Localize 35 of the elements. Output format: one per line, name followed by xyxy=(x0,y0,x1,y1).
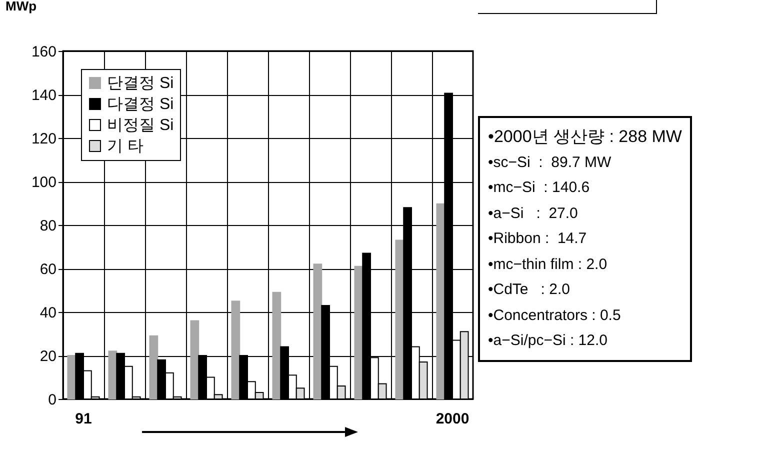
bar xyxy=(436,203,446,400)
text: •a−Si/pc−Si : 12.0 xyxy=(488,331,608,351)
y-tick-label: 20 xyxy=(40,348,56,365)
bar xyxy=(354,266,364,400)
bar xyxy=(190,320,200,400)
text: •mc−thin film : 2.0 xyxy=(488,254,608,274)
legend-label: 다결정 Si xyxy=(107,96,174,113)
text: •a−Si : 27.0 xyxy=(488,204,579,224)
y-tick-label: 120 xyxy=(31,130,56,148)
text: •mc−Si : 140.6 xyxy=(488,178,591,198)
y-tick-label: 140 xyxy=(31,87,56,104)
text: •CdTe : 2.0 xyxy=(488,280,571,300)
legend-label: 비정질 Si xyxy=(107,117,174,134)
y-tick-label: 160 xyxy=(31,44,56,60)
legend-label: 기 타 xyxy=(107,138,144,155)
y-axis-title: MWp xyxy=(6,0,37,14)
bar xyxy=(395,240,404,400)
y-tick-label: 60 xyxy=(40,261,56,278)
bar xyxy=(313,264,322,400)
x-tick-label: 2000 xyxy=(436,410,470,428)
legend-label: 단결정 Si xyxy=(107,75,174,92)
bar xyxy=(108,350,118,400)
x-tick-label: 91 xyxy=(75,410,92,428)
text: •Ribbon : 14.7 xyxy=(488,229,588,249)
bar xyxy=(272,292,282,400)
bar xyxy=(149,335,158,400)
y-tick-label: 40 xyxy=(40,304,56,322)
bar xyxy=(67,355,76,400)
text: •2000년 생산량 : 288 MW xyxy=(488,126,682,148)
y-tick-label: 0 xyxy=(48,392,56,408)
text: •sc−Si : 89.7 MW xyxy=(488,152,612,172)
text: •Concentrators : 0.5 xyxy=(488,306,622,326)
y-tick-label: 80 xyxy=(40,218,56,234)
y-tick-label: 100 xyxy=(31,174,56,191)
bar xyxy=(231,300,240,400)
